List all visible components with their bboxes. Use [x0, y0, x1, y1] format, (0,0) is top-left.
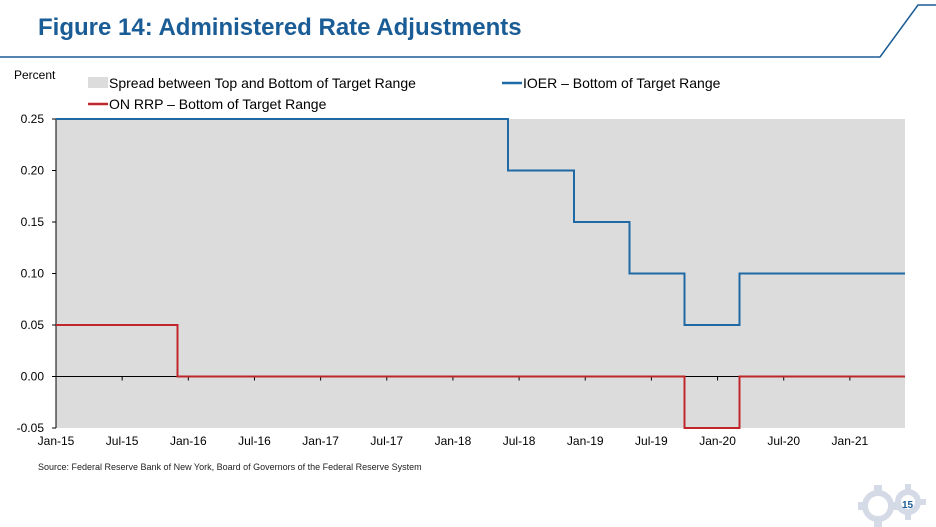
- legend-spread-label: Spread between Top and Bottom of Target …: [109, 75, 416, 91]
- x-tick-label: Jul-19: [635, 434, 668, 448]
- source-note: Source: Federal Reserve Bank of New York…: [38, 462, 422, 472]
- x-tick-label: Jan-15: [38, 434, 75, 448]
- series-layer: [56, 118, 905, 429]
- header-divider: [0, 4, 936, 58]
- ioer-series-line: [56, 118, 905, 326]
- page-number: 15: [902, 500, 914, 511]
- x-tick-label: Jul-18: [503, 434, 536, 448]
- legend-spread-swatch: [88, 77, 108, 88]
- y-axis-label: Percent: [14, 68, 56, 82]
- y-tick-label: 0.00: [21, 370, 45, 384]
- x-tick-label: Jul-17: [370, 434, 403, 448]
- legend-ioer-label: IOER – Bottom of Target Range: [523, 75, 721, 91]
- y-tick-label: 0.25: [21, 112, 45, 126]
- y-tick-label: 0.10: [21, 267, 45, 281]
- x-tick-label: Jan-18: [435, 434, 472, 448]
- x-tick-label: Jan-20: [699, 434, 736, 448]
- x-tick-label: Jan-16: [170, 434, 207, 448]
- on-rrp-series-line: [56, 324, 905, 429]
- y-tick-label: 0.05: [21, 318, 45, 332]
- y-tick-label: -0.05: [17, 421, 45, 435]
- slide-title: Figure 14: Administered Rate Adjustments: [38, 14, 522, 41]
- y-tick-label: 0.15: [21, 215, 45, 229]
- x-tick-label: Jan-21: [832, 434, 869, 448]
- x-tick-label: Jul-16: [238, 434, 271, 448]
- chart-legend: Spread between Top and Bottom of Target …: [88, 75, 721, 112]
- x-tick-label: Jan-19: [567, 434, 604, 448]
- y-tick-label: 0.20: [21, 164, 45, 178]
- x-tick-label: Jul-15: [106, 434, 139, 448]
- x-tick-label: Jan-17: [302, 434, 339, 448]
- x-tick-label: Jul-20: [767, 434, 800, 448]
- legend-on-rrp-label: ON RRP – Bottom of Target Range: [109, 96, 327, 112]
- gear-logo-icon: [858, 484, 926, 527]
